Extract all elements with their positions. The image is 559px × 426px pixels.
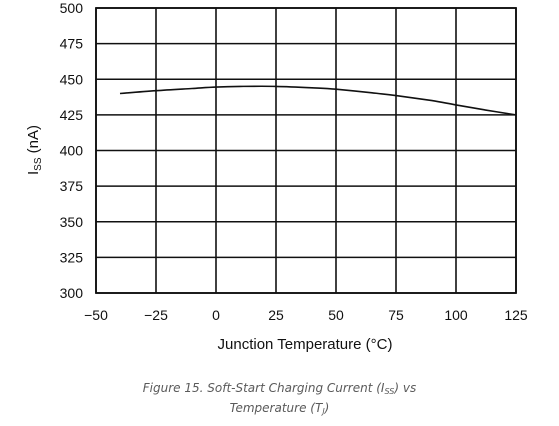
x-tick-label: 125 <box>504 307 528 323</box>
y-tick-label: 475 <box>60 36 84 52</box>
y-tick-label: 325 <box>60 249 84 265</box>
y-tick-labels: 300 325 350 375 400 425 450 475 500 <box>60 0 84 301</box>
x-tick-label: 50 <box>328 307 344 323</box>
y-axis-title: ISS (nA) <box>25 125 44 175</box>
y-tick-label: 400 <box>60 143 84 159</box>
series-group <box>119 85 517 116</box>
x-axis-title: Junction Temperature (°C) <box>218 336 393 353</box>
y-tick-label: 300 <box>60 285 84 301</box>
x-tick-label: 25 <box>268 307 284 323</box>
grid <box>95 7 517 294</box>
x-tick-label: −25 <box>144 307 168 323</box>
caption-line-2: Temperature (TJ) <box>229 401 330 416</box>
series-line <box>119 85 517 116</box>
y-tick-label: 375 <box>60 178 84 194</box>
y-tick-label: 500 <box>60 0 84 16</box>
figure-caption: Figure 15. Soft-Start Charging Current (… <box>0 380 559 420</box>
y-tick-label: 425 <box>60 107 84 123</box>
x-tick-label: −50 <box>84 307 108 323</box>
x-tick-label: 0 <box>212 307 220 323</box>
y-tick-label: 350 <box>60 214 84 230</box>
x-tick-labels: −50 −25 0 25 50 75 100 125 <box>84 307 528 323</box>
x-tick-label: 75 <box>388 307 404 323</box>
x-tick-label: 100 <box>444 307 468 323</box>
y-tick-label: 450 <box>60 71 84 87</box>
chart: −50 −25 0 25 50 75 100 125 300 325 350 375 400 425 45… <box>25 0 528 353</box>
caption-line-1: Figure 15. Soft-Start Charging Current (… <box>142 381 417 396</box>
plot-frame <box>95 7 517 294</box>
